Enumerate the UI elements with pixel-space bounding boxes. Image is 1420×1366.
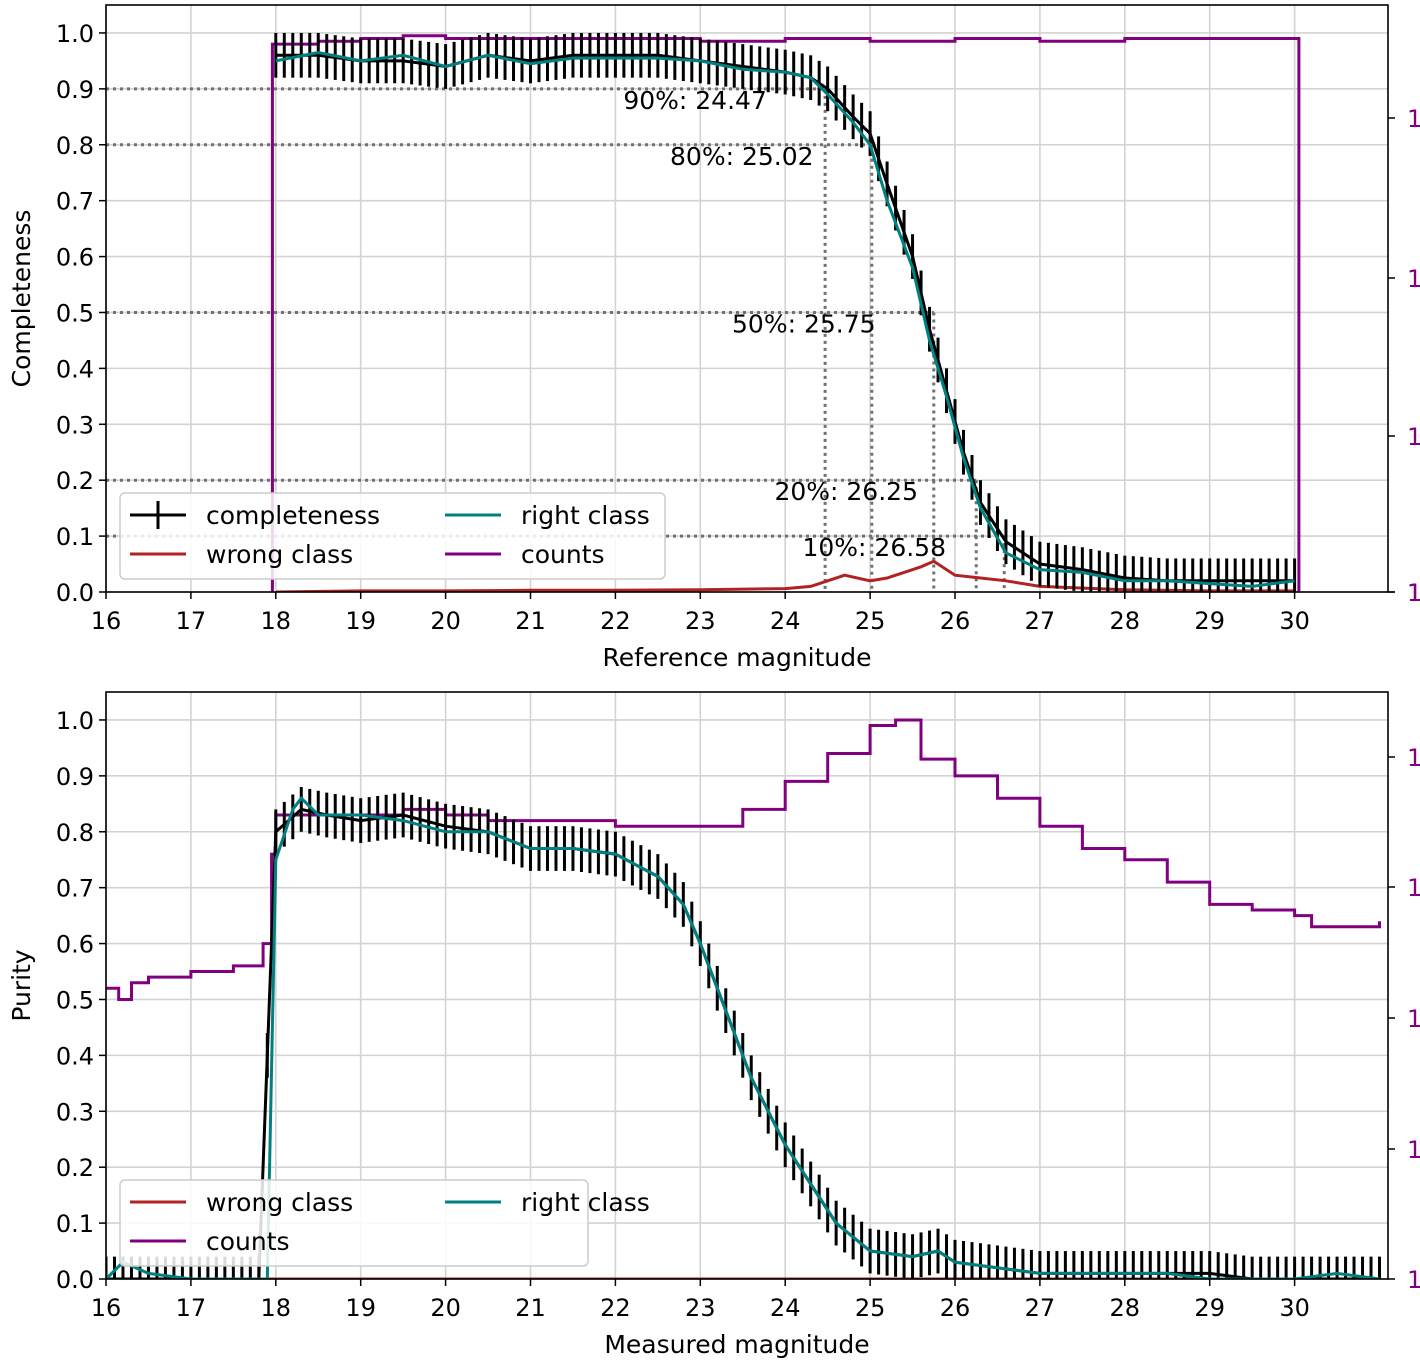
bottom-axes-frame [105, 691, 1389, 1280]
right-tick-label: 1 [1407, 579, 1420, 607]
legend-box [119, 492, 666, 580]
legend-label: right class [521, 501, 650, 530]
y-tick-label: 0.3 [56, 411, 94, 439]
legend-label: wrong class [206, 1188, 353, 1217]
y-tick-label: 0.0 [56, 1266, 94, 1294]
y-tick-label: 0.5 [56, 986, 94, 1014]
x-tick-label: 22 [600, 1294, 631, 1322]
y-tick-label: 0.5 [56, 299, 94, 327]
top-legend: completeness right class wrong class counts [119, 492, 666, 580]
y-tick-label: 0.6 [56, 244, 94, 272]
y-tick-label: 0.4 [56, 355, 94, 383]
x-tick-label: 24 [770, 607, 801, 635]
top-plot-area [106, 32, 1301, 592]
x-tick-label: 18 [261, 1294, 292, 1322]
annotation-label: 20%: 26.25 [774, 477, 918, 506]
y-tick-label: 0.0 [56, 579, 94, 607]
x-tick-label: 23 [685, 607, 716, 635]
y-tick-label: 0.3 [56, 1098, 94, 1126]
x-tick-label: 20 [430, 1294, 461, 1322]
x-tick-label: 27 [1025, 1294, 1056, 1322]
right-tick-label: 1 [1407, 744, 1420, 772]
top-axes-frame [105, 4, 1389, 593]
legend-box [119, 1179, 589, 1267]
x-tick-label: 20 [430, 607, 461, 635]
series-counts [106, 718, 1381, 1001]
y-tick-label: 0.4 [56, 1042, 94, 1070]
y-tick-label: 0.1 [56, 1210, 94, 1238]
x-tick-label: 17 [176, 607, 207, 635]
x-tick-label: 26 [940, 1294, 971, 1322]
x-tick-label: 25 [855, 1294, 886, 1322]
y-tick-label: 0.2 [56, 467, 94, 495]
series-right-class [275, 50, 1295, 588]
x-tick-label: 28 [1110, 1294, 1141, 1322]
legend-label: completeness [206, 501, 380, 530]
top-grid [105, 5, 1388, 593]
y-tick-label: 1.0 [56, 20, 94, 48]
x-tick-label: 25 [855, 607, 886, 635]
annotation-label: 80%: 25.02 [670, 142, 814, 171]
x-tick-label: 19 [345, 607, 376, 635]
x-tick-label: 30 [1279, 1294, 1310, 1322]
x-tick-label: 21 [515, 607, 546, 635]
x-tick-label: 17 [176, 1294, 207, 1322]
annotation-label: 10%: 26.58 [802, 533, 946, 562]
y-tick-label: 0.9 [56, 76, 94, 104]
y-tick-label: 0.8 [56, 819, 94, 847]
y-tick-label: 0.2 [56, 1154, 94, 1182]
y-tick-label: 0.7 [56, 875, 94, 903]
x-tick-label: 29 [1194, 1294, 1225, 1322]
x-tick-label: 18 [261, 607, 292, 635]
right-tick-label: 1 [1407, 1136, 1420, 1164]
x-axis-label: Reference magnitude [602, 643, 871, 672]
x-tick-label: 29 [1194, 607, 1225, 635]
bottom-legend: wrong class right class counts [119, 1179, 650, 1267]
annotation-label: 90%: 24.47 [623, 86, 767, 115]
y-tick-label: 0.9 [56, 763, 94, 791]
x-tick-label: 16 [91, 607, 122, 635]
legend-label: counts [521, 540, 605, 569]
y-tick-label: 0.7 [56, 188, 94, 216]
panel-top: 16 17 18 19 20 21 22 23 24 25 26 27 28 29 30 0.0 0.1 0.2 0… [7, 4, 1420, 672]
y-tick-label: 0.6 [56, 931, 94, 959]
x-tick-label: 27 [1025, 607, 1056, 635]
bottom-plot-area [106, 718, 1382, 1279]
annotation-label: 50%: 25.75 [732, 309, 876, 338]
x-tick-label: 28 [1110, 607, 1141, 635]
x-tick-label: 26 [940, 607, 971, 635]
right-tick-label: 1 [1407, 874, 1420, 902]
x-tick-label: 30 [1279, 607, 1310, 635]
x-tick-label: 21 [515, 1294, 546, 1322]
x-tick-label: 22 [600, 607, 631, 635]
legend-label: counts [206, 1227, 290, 1256]
y-axis-label: Purity [7, 949, 36, 1022]
x-tick-label: 23 [685, 1294, 716, 1322]
series-right-class [106, 795, 1380, 1279]
x-tick-label: 16 [91, 1294, 122, 1322]
legend-label: wrong class [206, 540, 353, 569]
panel-bottom: 16 17 18 19 20 21 22 23 24 25 26 27 28 29 30 0.0 0.1 0.2 0… [7, 691, 1420, 1359]
x-tick-label: 24 [770, 1294, 801, 1322]
series-wrong-class [275, 559, 1295, 592]
legend-label: right class [521, 1188, 650, 1217]
x-tick-label: 19 [345, 1294, 376, 1322]
y-axis-label: Completeness [7, 210, 36, 388]
right-tick-label: 1 [1407, 579, 1420, 607]
y-tick-label: 1.0 [56, 707, 94, 735]
right-tick-label: 1 [1407, 1266, 1420, 1294]
right-tick-label: 1 [1407, 1005, 1420, 1033]
y-tick-label: 0.1 [56, 523, 94, 551]
right-tick-label: 1 [1407, 265, 1420, 293]
right-tick-label: 1 [1407, 423, 1420, 451]
y-tick-label: 0.8 [56, 132, 94, 160]
right-tick-label: 1 [1407, 105, 1420, 133]
x-axis-label: Measured magnitude [604, 1330, 869, 1359]
